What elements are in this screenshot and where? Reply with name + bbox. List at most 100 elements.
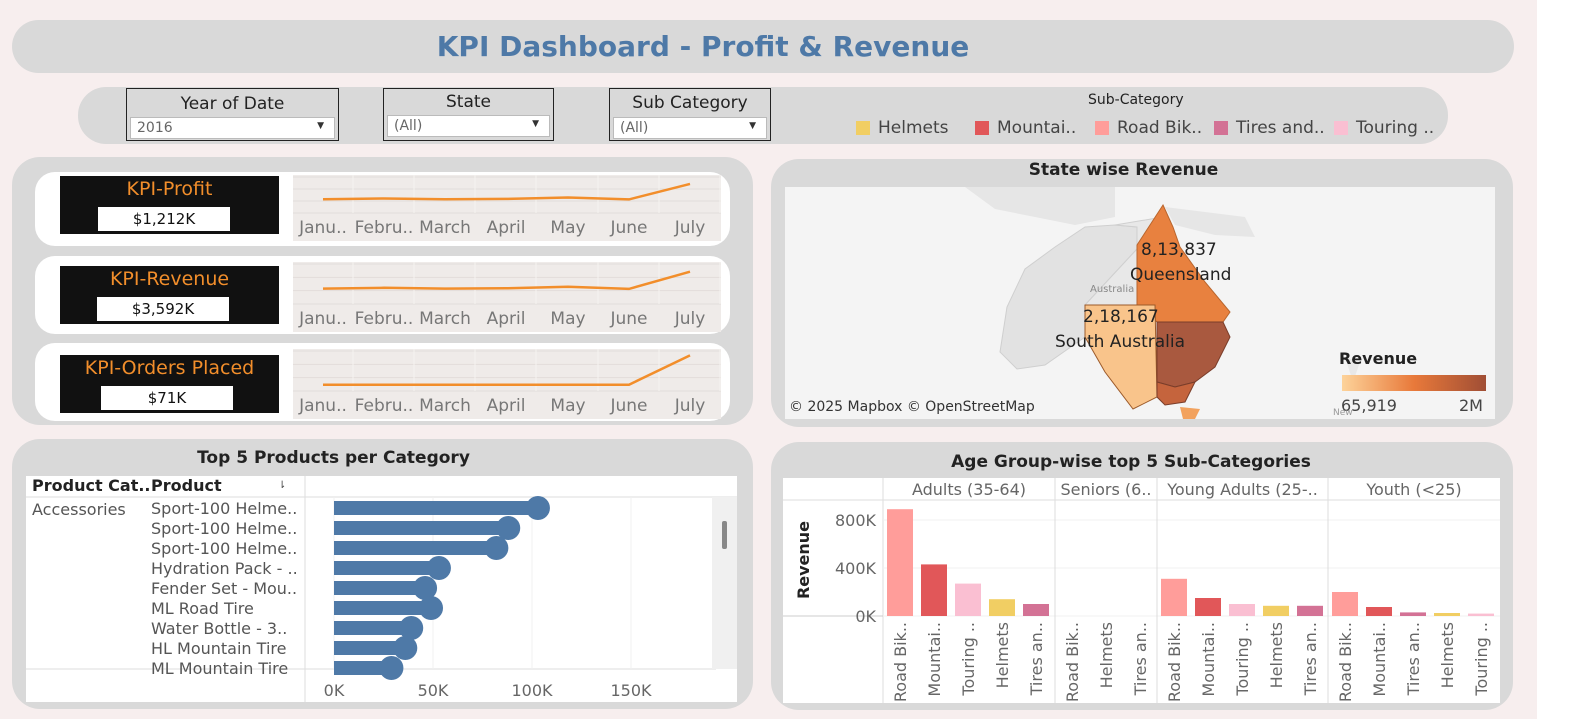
- sparkline-svg: Janu.. Febru.. March April May June July: [293, 349, 721, 416]
- sparkline-svg: Janu.. Febru.. March April May June July: [293, 175, 721, 238]
- product-bar: [334, 581, 426, 595]
- x-tick-label: Road Bik..: [891, 622, 910, 702]
- age-bar: [1023, 604, 1049, 616]
- x-tick-label: Helmets: [1438, 622, 1457, 688]
- product-bar: [334, 661, 392, 675]
- product-bar: [334, 621, 412, 635]
- legend-label: Touring ..: [1356, 118, 1435, 138]
- x-tick-label: April: [487, 218, 526, 238]
- age-bar: [1332, 592, 1358, 616]
- legend-title: Sub-Category: [1088, 92, 1184, 108]
- label-south-australia-name: South Australia: [1055, 332, 1186, 352]
- sort-icon[interactable]: ⇂: [278, 480, 287, 491]
- legend-swatch: [1095, 121, 1109, 135]
- legend-label: Mountai..: [997, 118, 1077, 138]
- age-bar: [1434, 613, 1460, 616]
- legend-item-mountain[interactable]: Mountai..: [975, 118, 1076, 138]
- product-bar-end: [419, 596, 444, 620]
- year-filter-dropdown[interactable]: 2016 ▼: [130, 117, 335, 139]
- group-header: Youth (<25): [1365, 480, 1461, 499]
- map-attribution[interactable]: © 2025 Mapbox © OpenStreetMap: [789, 399, 1035, 415]
- group-header: Adults (35-64): [912, 480, 1026, 499]
- top-products-chart: 0K 50K 100K 150K Sport-100 Helme.. Sport-100 …: [26, 476, 737, 702]
- map-new-label: New: [1333, 408, 1353, 418]
- age-bar: [989, 599, 1015, 616]
- product-bar-end: [413, 576, 438, 600]
- x-tick-label: Janu..: [298, 309, 347, 329]
- state-filter-label: State: [446, 92, 491, 112]
- product-bar-end: [484, 536, 509, 560]
- x-tick-label: Helmets: [993, 622, 1012, 688]
- legend-swatch: [1214, 121, 1228, 135]
- subcategory-filter: Sub Category (All) ▼: [609, 88, 771, 141]
- legend-item-road-bikes[interactable]: Road Bik..: [1095, 118, 1202, 138]
- x-tick-label: 50K: [418, 681, 449, 700]
- x-tick-label: Road Bik..: [1336, 622, 1355, 702]
- year-filter-label: Year of Date: [180, 94, 285, 114]
- product-bar: [334, 601, 432, 615]
- product-label: Sport-100 Helme..: [151, 519, 297, 538]
- legend-label: Helmets: [878, 118, 949, 138]
- age-bar: [955, 583, 981, 616]
- scrollbar-thumb[interactable]: [722, 521, 727, 549]
- kpi-card-orders: KPI-Orders Placed $71K: [60, 355, 279, 413]
- sparkline-revenue[interactable]: Janu.. Febru.. March April May June July: [293, 262, 721, 332]
- x-tick-label: Helmets: [1097, 622, 1116, 688]
- product-bar: [334, 561, 439, 575]
- x-tick-label: May: [550, 396, 585, 416]
- state-filter-dropdown[interactable]: (All) ▼: [387, 115, 550, 137]
- x-tick-label: July: [674, 218, 706, 238]
- product-bar-end: [393, 636, 418, 660]
- x-tick-label: 100K: [511, 681, 553, 700]
- x-tick-label: Touring ..: [1233, 622, 1252, 697]
- title-bar: KPI Dashboard - Profit & Revenue: [12, 20, 1514, 73]
- kpi-row-profit: KPI-Profit $1,212K Janu.. Febru.. March Apr…: [35, 172, 730, 246]
- header-product-category[interactable]: Product Cat..: [32, 476, 151, 495]
- product-bar: [334, 641, 406, 655]
- landmass-nz: [1345, 357, 1360, 382]
- subcategory-filter-value: (All): [620, 120, 649, 136]
- top-products-title: Top 5 Products per Category: [197, 448, 470, 468]
- kpi-card-profit: KPI-Profit $1,212K: [60, 176, 279, 234]
- age-bar: [1468, 613, 1494, 616]
- chevron-down-icon: ▼: [749, 121, 756, 131]
- x-tick-label: July: [674, 396, 706, 416]
- x-tick-label: April: [487, 309, 526, 329]
- x-tick-label: March: [419, 396, 471, 416]
- kpi-card-revenue: KPI-Revenue $3,592K: [60, 266, 279, 324]
- region-tasmania: [1180, 407, 1200, 419]
- legend-item-touring[interactable]: Touring ..: [1334, 118, 1434, 138]
- x-tick-label: Touring ..: [1472, 622, 1491, 697]
- dashboard-title: KPI Dashboard - Profit & Revenue: [436, 30, 970, 63]
- product-label: Sport-100 Helme..: [151, 539, 297, 558]
- age-group-svg: 800K 400K 0K Revenue Adults (35-64) Road Bik.…: [783, 478, 1500, 703]
- y-axis-label: Revenue: [794, 521, 813, 599]
- x-tick-label: Janu..: [298, 218, 347, 238]
- subcategory-filter-dropdown[interactable]: (All) ▼: [613, 117, 767, 139]
- x-tick-label: Tires an..: [1404, 622, 1423, 696]
- sparkline-orders[interactable]: Janu.. Febru.. March April May June July: [293, 349, 721, 419]
- age-bar: [1263, 605, 1289, 616]
- legend-label: Road Bik..: [1117, 118, 1203, 138]
- revenue-legend-gradient: [1342, 375, 1486, 391]
- header-product[interactable]: Product: [151, 476, 222, 495]
- product-bar: [334, 501, 538, 515]
- age-bar: [1229, 604, 1255, 616]
- y-tick-label: 0K: [855, 607, 876, 626]
- kpi-value: $1,212K: [98, 207, 230, 231]
- legend-item-helmets[interactable]: Helmets: [856, 118, 949, 138]
- x-tick-label: 0K: [324, 681, 345, 700]
- x-tick-label: Touring ..: [959, 622, 978, 697]
- x-tick-label: June: [609, 396, 647, 416]
- revenue-legend-max: 2M: [1459, 396, 1483, 415]
- chevron-down-icon: ▼: [317, 121, 324, 131]
- legend-item-tires[interactable]: Tires and..: [1214, 118, 1325, 138]
- state-revenue-map[interactable]: 8,13,837 Queensland 2,18,167 South Austr…: [785, 187, 1495, 419]
- age-bar: [887, 509, 913, 616]
- chevron-down-icon: ▼: [532, 119, 539, 129]
- x-tick-label: June: [609, 218, 647, 238]
- kpi-row-revenue: KPI-Revenue $3,592K Janu.. Febru.. March Ap…: [35, 256, 730, 334]
- x-tick-label: Febru..: [355, 396, 414, 416]
- age-group-title: Age Group-wise top 5 Sub-Categories: [951, 452, 1311, 472]
- sparkline-profit[interactable]: Janu.. Febru.. March April May June July: [293, 175, 721, 241]
